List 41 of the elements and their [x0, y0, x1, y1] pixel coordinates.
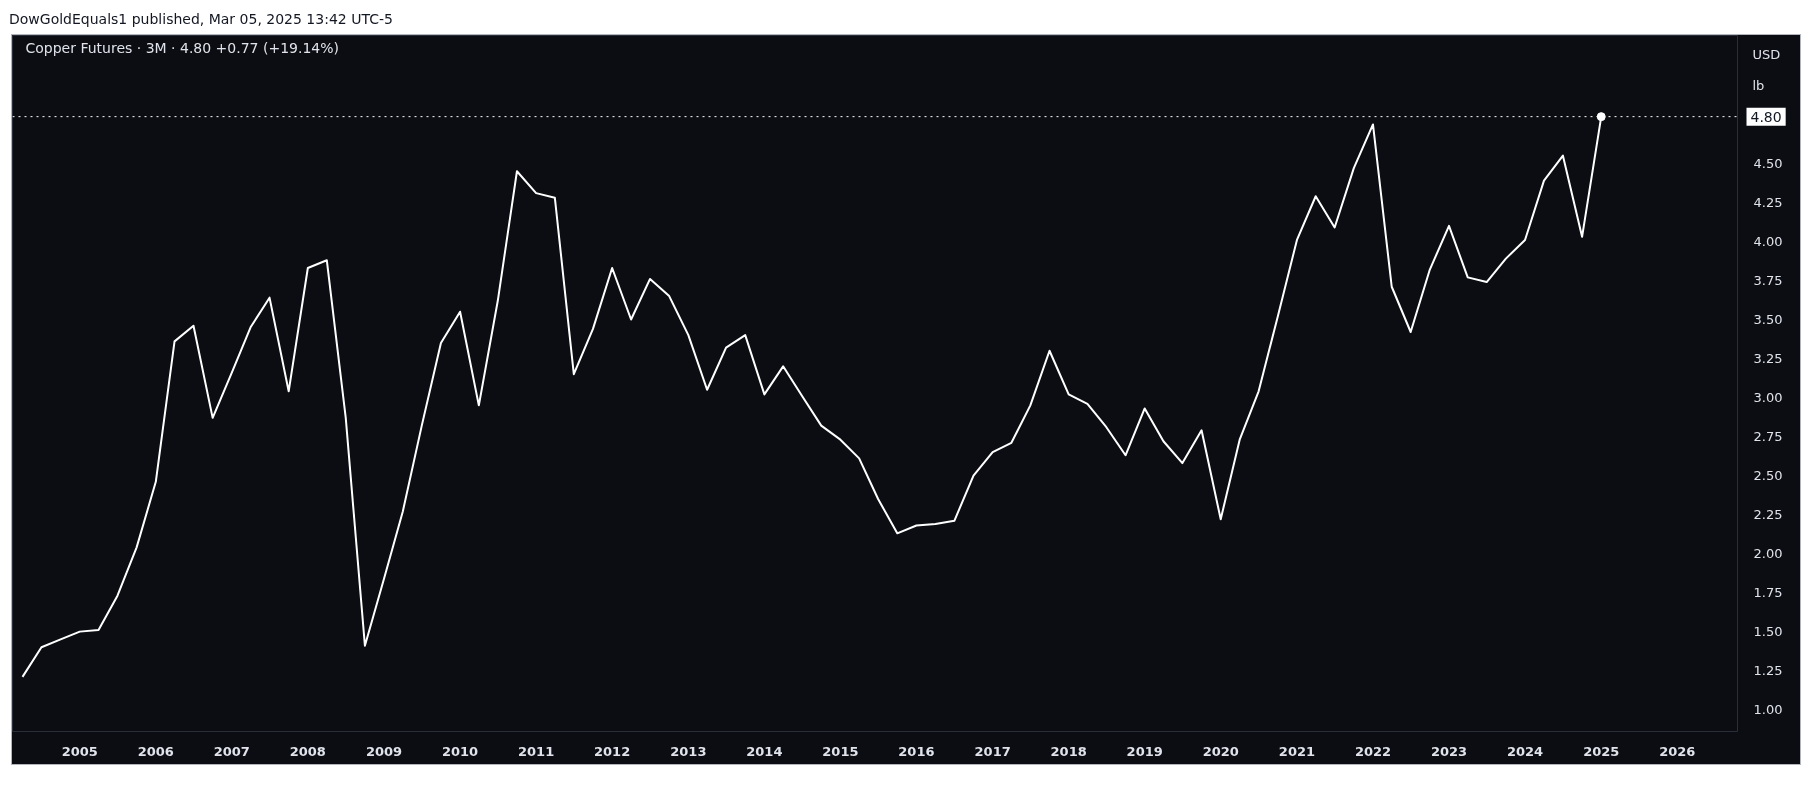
y-tick-label: 2.00 — [1753, 546, 1783, 562]
chart-title: Copper Futures · 3M · 4.80 +0.77 (+19.14%) — [25, 39, 340, 56]
x-tick-label: 2018 — [1050, 743, 1087, 759]
x-tick-label: 2007 — [213, 743, 250, 759]
y-tick-label: 3.50 — [1753, 312, 1783, 328]
x-tick-label: 2013 — [670, 743, 707, 759]
y-tick-label: 4.00 — [1753, 233, 1783, 249]
x-tick-label: 2005 — [61, 743, 98, 759]
x-tick-label: 2012 — [594, 743, 631, 759]
x-tick-label: 2021 — [1278, 743, 1316, 759]
x-tick-label: 2020 — [1202, 743, 1239, 759]
x-tick-label: 2024 — [1506, 743, 1544, 759]
x-tick-label: 2016 — [898, 743, 935, 759]
y-tick-label: 3.25 — [1753, 351, 1783, 367]
y-tick-label: 3.00 — [1753, 390, 1783, 406]
x-tick-label: 2017 — [974, 743, 1011, 759]
y-tick-label: 1.25 — [1753, 663, 1783, 679]
text: DowGoldEquals1 published, Mar 05, 2025 13:42 UTC-5 — [9, 10, 393, 29]
y-tick-label: 4.50 — [1753, 155, 1783, 171]
x-tick-label: 2011 — [518, 743, 555, 759]
x-tick-label: 2025 — [1583, 743, 1620, 759]
x-tick-label: 2008 — [289, 743, 326, 759]
y-tick-label: 1.00 — [1753, 702, 1783, 718]
ref-line-label: 4.80 — [1750, 108, 1782, 125]
y-tick-label: 2.75 — [1753, 429, 1783, 445]
y-tick-label: 4.25 — [1753, 194, 1783, 210]
y-tick-label: 3.75 — [1753, 273, 1783, 288]
x-tick-label: 2010 — [442, 743, 479, 759]
x-tick-label: 2009 — [365, 743, 403, 759]
y-tick-label: 1.50 — [1753, 624, 1783, 640]
y-tick-label: 2.25 — [1753, 507, 1783, 523]
x-tick-label: 2023 — [1430, 743, 1468, 759]
x-tick-label: 2014 — [746, 743, 783, 759]
x-tick-label: 2019 — [1126, 743, 1163, 759]
x-tick-label: 2026 — [1659, 743, 1696, 759]
y-tick-label: 1.75 — [1753, 585, 1783, 601]
text: USD lb — [1752, 47, 1781, 93]
x-tick-label: 2022 — [1354, 743, 1392, 759]
x-tick-label: 2006 — [137, 743, 174, 759]
y-tick-label: 2.50 — [1753, 468, 1783, 484]
x-tick-label: 2015 — [822, 743, 859, 759]
